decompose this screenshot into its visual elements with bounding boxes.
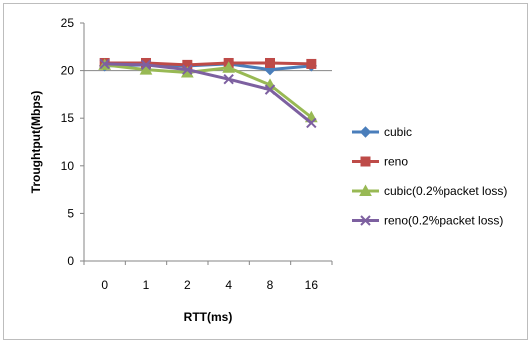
legend-item: cubic(0.2%packet loss) bbox=[352, 184, 507, 198]
legend-marker bbox=[360, 156, 371, 167]
legend: cubic reno cubic(0.2%packet loss) reno(0.2%… bbox=[352, 125, 507, 228]
x-tick-label: 2 bbox=[184, 278, 191, 292]
legend-label: cubic(0.2%packet loss) bbox=[384, 184, 507, 198]
data-point bbox=[306, 117, 317, 129]
y-axis-ticks: 0 5 10 15 20 25 bbox=[61, 16, 84, 268]
x-tick-label: 1 bbox=[143, 278, 150, 292]
data-point bbox=[222, 61, 236, 73]
series-line bbox=[104, 63, 313, 119]
y-axis-title: Troughtput(Mbps) bbox=[29, 91, 43, 194]
y-tick-label: 15 bbox=[61, 111, 75, 125]
x-tick-label: 16 bbox=[305, 278, 319, 292]
legend-label: reno bbox=[384, 155, 408, 169]
data-point bbox=[223, 73, 234, 85]
data-point bbox=[182, 64, 193, 75]
data-point bbox=[99, 58, 110, 70]
y-tick-label: 0 bbox=[67, 254, 74, 268]
x-tick-label: 4 bbox=[225, 278, 232, 292]
x-tick-label: 8 bbox=[267, 278, 274, 292]
x-axis-ticks: 0 1 2 4 8 16 bbox=[83, 261, 333, 292]
x-axis-title: RTT(ms) bbox=[184, 310, 233, 324]
legend-marker bbox=[359, 126, 372, 138]
y-tick-label: 10 bbox=[61, 159, 75, 173]
legend-item: reno(0.2%packet loss) bbox=[352, 214, 503, 228]
legend-marker bbox=[359, 184, 372, 196]
series-3 bbox=[99, 58, 317, 129]
data-point bbox=[265, 57, 275, 68]
data-point bbox=[264, 84, 276, 95]
x-tick-label: 0 bbox=[101, 278, 108, 292]
data-point bbox=[139, 63, 153, 75]
data-point bbox=[306, 58, 317, 69]
legend-marker bbox=[360, 215, 371, 226]
series-layer bbox=[98, 57, 318, 129]
legend-item: reno bbox=[352, 155, 408, 169]
legend-item: cubic bbox=[352, 125, 412, 139]
y-tick-label: 5 bbox=[67, 206, 74, 220]
legend-label: reno(0.2%packet loss) bbox=[384, 214, 503, 228]
plot-area bbox=[83, 23, 332, 262]
legend-label: cubic bbox=[384, 125, 412, 139]
series-line bbox=[104, 62, 313, 125]
data-point bbox=[140, 59, 152, 71]
y-tick-label: 25 bbox=[61, 16, 75, 30]
y-tick-label: 20 bbox=[61, 64, 75, 78]
series-line bbox=[104, 61, 312, 67]
